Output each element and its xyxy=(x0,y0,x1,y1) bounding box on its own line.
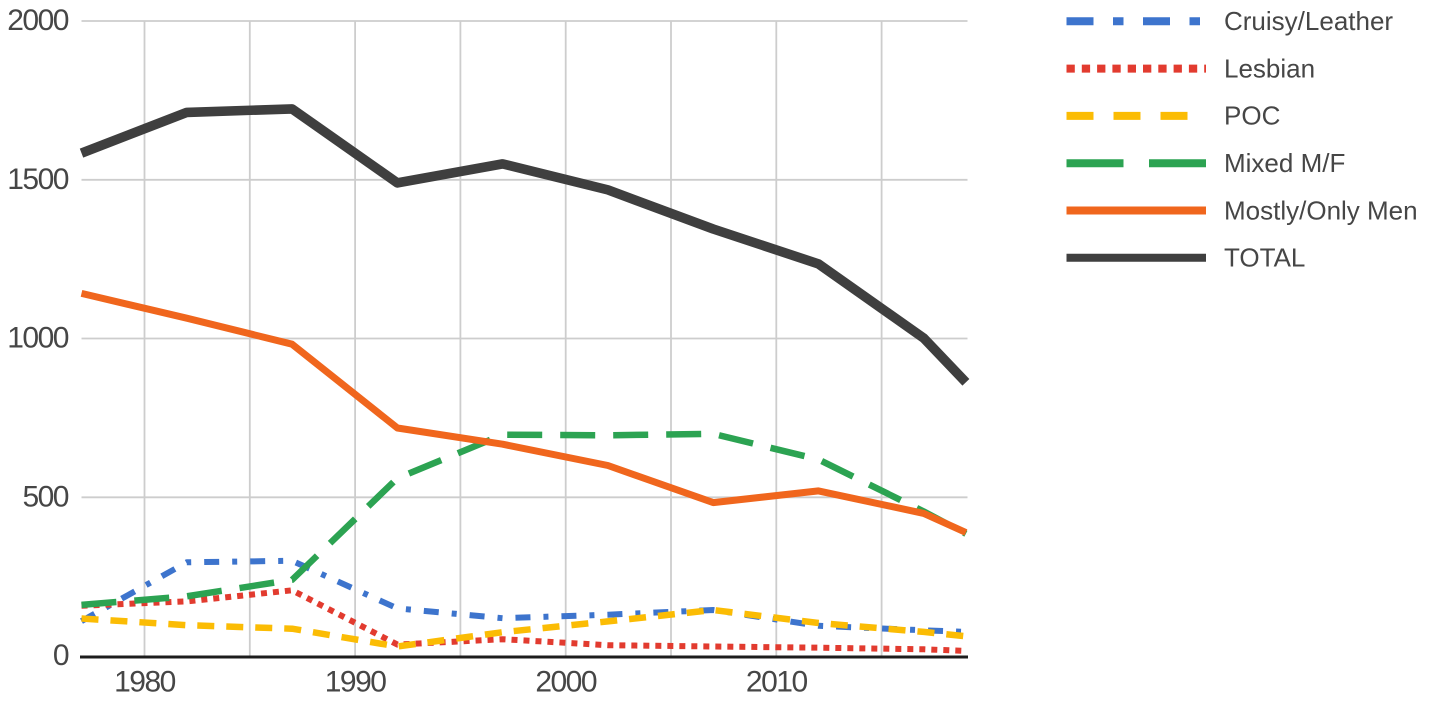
svg-text:2000: 2000 xyxy=(535,666,597,699)
svg-text:Mixed M/F: Mixed M/F xyxy=(1224,148,1345,178)
svg-text:2000: 2000 xyxy=(7,4,69,37)
svg-text:1000: 1000 xyxy=(7,322,69,355)
svg-text:1500: 1500 xyxy=(7,163,69,196)
svg-text:2010: 2010 xyxy=(746,666,808,699)
svg-text:1980: 1980 xyxy=(114,666,176,699)
svg-text:0: 0 xyxy=(53,639,69,672)
svg-text:1990: 1990 xyxy=(325,666,387,699)
svg-text:TOTAL: TOTAL xyxy=(1224,243,1305,273)
svg-text:Cruisy/Leather: Cruisy/Leather xyxy=(1224,6,1393,36)
svg-text:Mostly/Only Men: Mostly/Only Men xyxy=(1224,195,1418,225)
svg-text:POC: POC xyxy=(1224,101,1280,131)
svg-text:500: 500 xyxy=(22,480,68,513)
svg-text:Lesbian: Lesbian xyxy=(1224,53,1315,83)
